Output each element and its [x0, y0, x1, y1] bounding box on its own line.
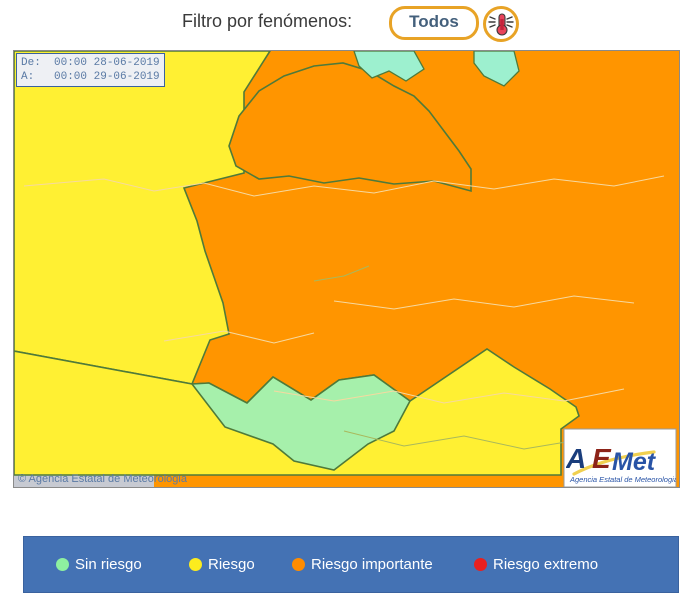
svg-text:E: E — [592, 443, 612, 474]
svg-text:A: A — [566, 443, 586, 474]
svg-text:Met: Met — [612, 448, 657, 476]
svg-text:Agencia Estatal de Meteorologi: Agencia Estatal de Meteorologia — [569, 475, 676, 484]
